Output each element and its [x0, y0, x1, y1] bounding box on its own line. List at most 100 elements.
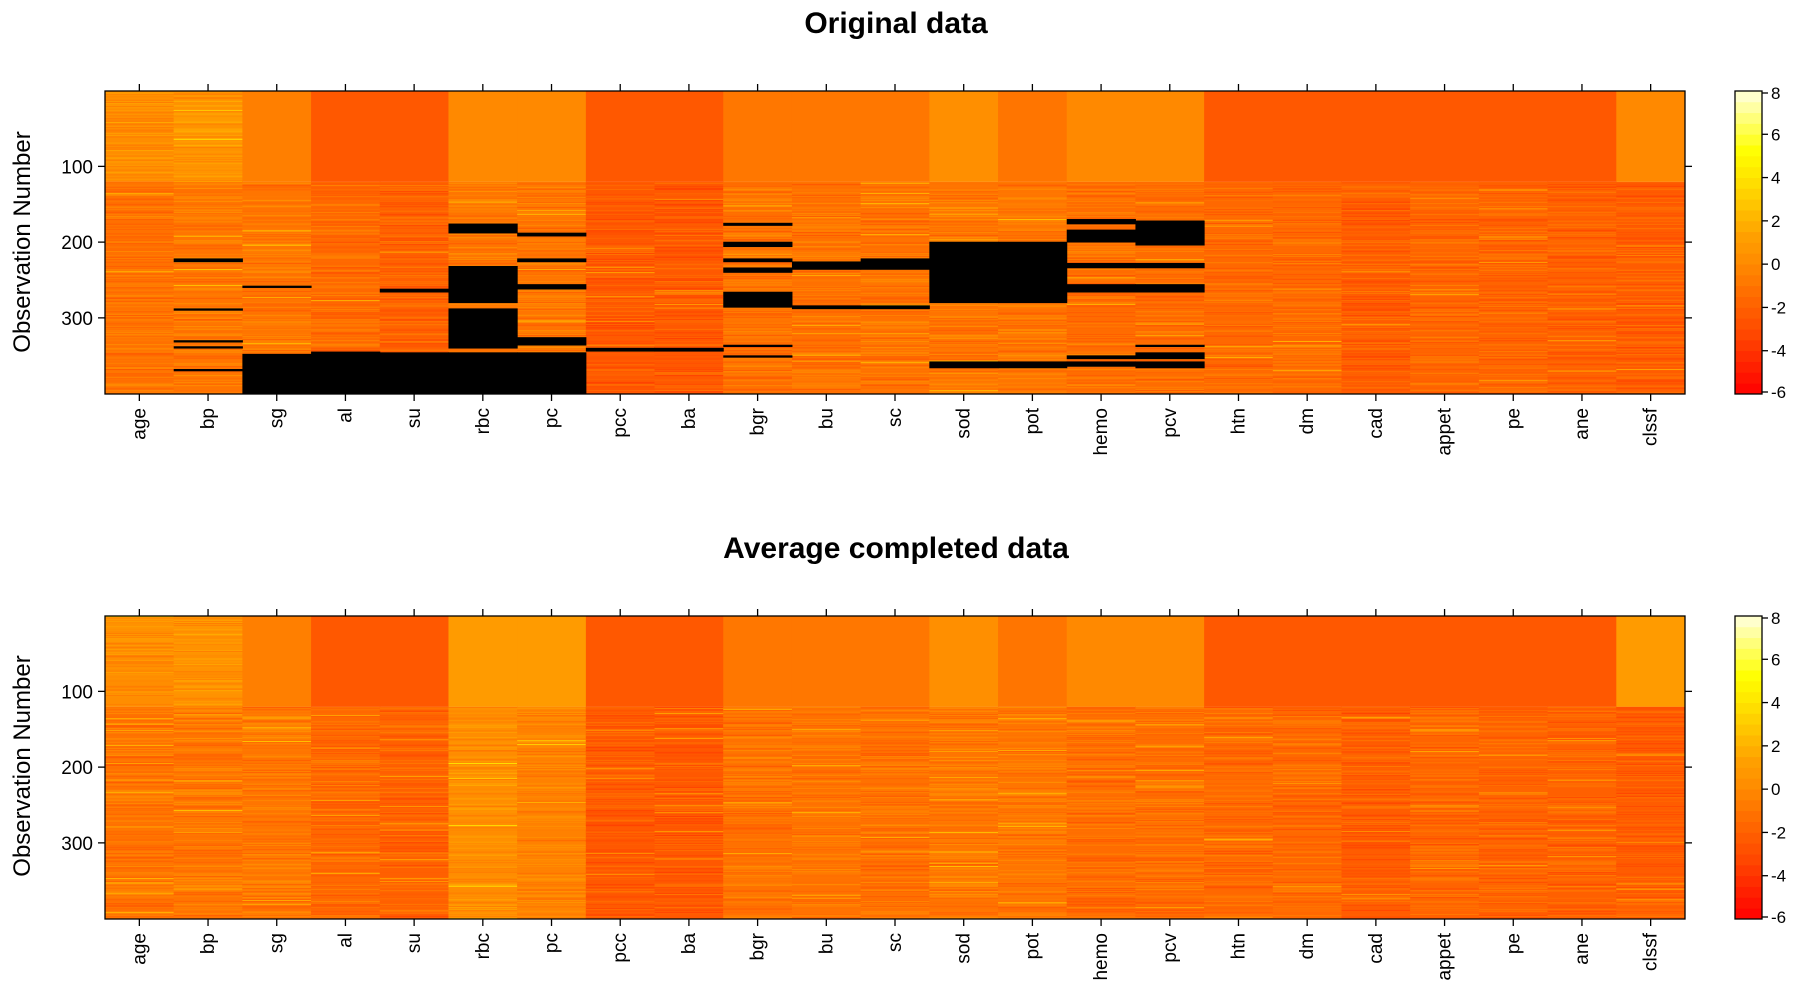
heatmap-cell	[379, 850, 449, 852]
heatmap-cell	[1547, 266, 1617, 268]
heatmap-cell	[105, 841, 175, 843]
heatmap-cell	[517, 281, 587, 283]
heatmap-cell	[173, 731, 243, 733]
heatmap-cell	[105, 653, 175, 655]
heatmap-cell	[173, 626, 243, 628]
heatmap-cell	[1066, 375, 1136, 377]
heatmap-cell	[1478, 272, 1549, 274]
heatmap-cell	[379, 915, 449, 918]
heatmap-cell	[105, 756, 175, 758]
heatmap-cell	[929, 384, 999, 386]
heatmap-cell	[1478, 314, 1549, 316]
heatmap-cell	[517, 254, 587, 256]
heatmap-cell	[1410, 358, 1480, 360]
heatmap-cell	[105, 275, 175, 277]
x-tick-label-rbc: rbc	[473, 408, 494, 434]
heatmap-cell	[1547, 305, 1617, 307]
heatmap-cell	[1066, 299, 1136, 301]
heatmap-cell	[105, 744, 175, 746]
heatmap-cell	[105, 123, 175, 125]
heatmap-cell	[448, 893, 518, 895]
missing-block-pcv	[1135, 352, 1205, 360]
heatmap-cell	[1478, 364, 1549, 366]
heatmap-cell	[1066, 372, 1136, 374]
heatmap-cell	[1410, 188, 1480, 190]
heatmap-cell	[173, 628, 243, 630]
heatmap-cell	[448, 897, 518, 899]
heatmap-cell	[1135, 188, 1205, 190]
heatmap-cell	[311, 869, 381, 871]
heatmap-cell	[379, 828, 449, 830]
heatmap-cell	[654, 188, 724, 190]
heatmap-cell	[1478, 275, 1549, 277]
heatmap-cell	[105, 859, 175, 861]
heatmap-cell	[173, 331, 243, 333]
heatmap-cell	[311, 197, 381, 199]
heatmap-cell	[173, 682, 243, 684]
heatmap-cell	[105, 375, 175, 377]
heatmap-cell	[654, 371, 724, 373]
heatmap-cell	[173, 129, 243, 131]
heatmap-cell	[1135, 387, 1205, 389]
heatmap-cell	[448, 730, 518, 732]
heatmap-cell	[860, 193, 930, 195]
heatmap-cell	[379, 244, 449, 246]
heatmap-cell	[723, 273, 793, 275]
colorbar-segment	[1735, 231, 1762, 243]
heatmap-cell	[173, 122, 243, 124]
heatmap-cell	[448, 772, 518, 774]
heatmap-cell	[1341, 327, 1411, 329]
heatmap-cell	[173, 825, 243, 827]
heatmap-cell	[1341, 336, 1411, 338]
heatmap-cell	[173, 128, 243, 130]
heatmap-block-pcc-top	[585, 91, 656, 182]
heatmap-cell	[1341, 324, 1411, 326]
heatmap-cell	[173, 211, 243, 213]
heatmap-cell	[242, 201, 312, 203]
heatmap-cell	[173, 636, 243, 638]
heatmap-cell	[1478, 212, 1549, 215]
heatmap-cell	[311, 813, 381, 815]
heatmap-cell	[379, 784, 449, 786]
heatmap-cell	[173, 266, 243, 268]
missing-block-hemo	[1066, 284, 1136, 293]
heatmap-cell	[311, 844, 381, 846]
heatmap-cell	[1547, 340, 1617, 343]
heatmap-cell	[654, 200, 724, 202]
heatmap-cell	[723, 205, 793, 207]
heatmap-cell	[517, 225, 587, 227]
heatmap-cell	[173, 715, 243, 718]
heatmap-cell	[173, 163, 243, 165]
heatmap-cell	[1616, 321, 1686, 323]
heatmap-cell	[1547, 337, 1617, 339]
heatmap-cell	[242, 833, 312, 835]
heatmap-cell	[929, 376, 999, 378]
heatmap-cell	[1066, 319, 1136, 321]
heatmap-cell	[379, 309, 449, 311]
heatmap-cell	[379, 837, 449, 839]
heatmap-cell	[379, 207, 449, 209]
heatmap-cell	[105, 814, 175, 816]
heatmap-cell	[242, 312, 312, 315]
heatmap-cell	[654, 204, 724, 206]
heatmap-cell	[311, 786, 381, 788]
heatmap-cell	[105, 828, 175, 830]
heatmap-cell	[105, 322, 175, 324]
heatmap-cell	[998, 352, 1068, 354]
heatmap-cell	[448, 184, 518, 186]
heatmap-cell	[1272, 328, 1343, 330]
heatmap-cell	[585, 328, 656, 330]
heatmap-cell	[105, 233, 175, 235]
heatmap-cell	[105, 112, 175, 114]
heatmap-cell	[654, 185, 724, 187]
missing-block-sc	[860, 305, 930, 310]
heatmap-cell	[448, 721, 518, 723]
heatmap-cell	[242, 863, 312, 865]
heatmap-cell	[723, 362, 793, 364]
heatmap-cell	[379, 297, 449, 299]
heatmap-cell	[242, 219, 312, 221]
heatmap-cell	[379, 253, 449, 255]
heatmap-cell	[1341, 323, 1411, 325]
heatmap-cell	[1066, 337, 1136, 340]
heatmap-cell	[379, 285, 449, 287]
